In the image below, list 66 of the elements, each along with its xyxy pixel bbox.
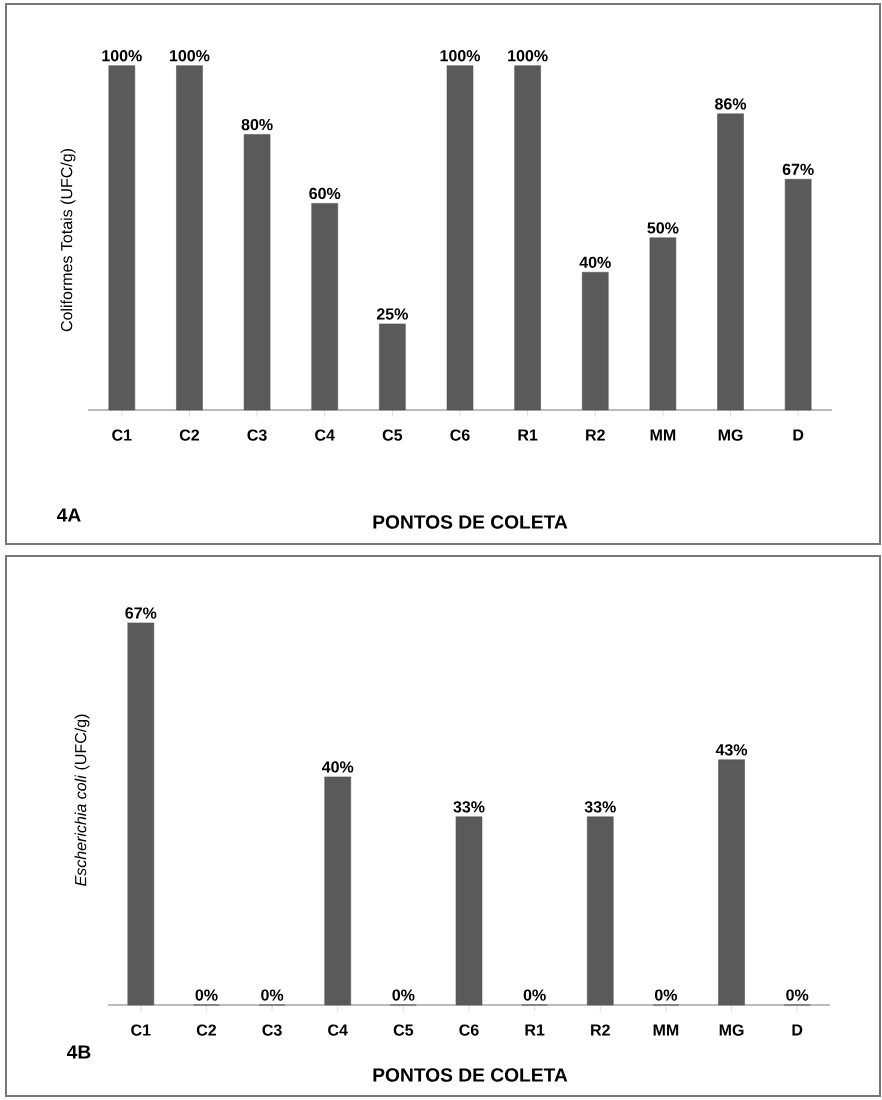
- bar: [379, 323, 406, 411]
- bar: [455, 816, 483, 1006]
- data-label: 50%: [647, 222, 679, 234]
- x-axis-title: PONTOS DE COLETA: [373, 1068, 568, 1082]
- bar: [649, 237, 677, 411]
- x-tick-label: C2: [196, 1024, 217, 1036]
- data-label: 33%: [584, 801, 616, 813]
- data-label: 0%: [523, 989, 546, 1001]
- x-tick-label: C3: [262, 1024, 282, 1036]
- bar: [127, 622, 155, 1006]
- bar: [324, 776, 351, 1006]
- x-tick-label: C4: [315, 429, 335, 441]
- x-tick-label: C4: [328, 1024, 348, 1036]
- data-label: 100%: [102, 50, 142, 62]
- x-tick-label: R2: [586, 429, 605, 441]
- data-label: 100%: [508, 50, 548, 62]
- bar: [311, 203, 338, 411]
- x-tick-label: C5: [382, 429, 403, 441]
- data-label: 0%: [654, 989, 678, 1001]
- x-axis-title: PONTOS DE COLETA: [373, 515, 568, 529]
- x-tick-label: C6: [459, 1024, 479, 1036]
- bar: [243, 134, 271, 411]
- x-tick-label: MG: [718, 429, 743, 441]
- bar: [718, 759, 745, 1006]
- y-axis-title: Escherichia coli (UFC/g): [74, 714, 90, 886]
- data-label: 0%: [392, 989, 415, 1001]
- x-tick-label: C2: [179, 429, 200, 441]
- y-axis-title: Coliformes Totais (UFC/g): [60, 149, 76, 332]
- data-label: 0%: [786, 989, 809, 1001]
- data-label: 33%: [453, 801, 485, 813]
- x-tick-label: R2: [591, 1024, 610, 1036]
- data-label: 0%: [261, 989, 284, 1001]
- x-tick-label: C5: [393, 1024, 414, 1036]
- data-label: 40%: [579, 256, 611, 268]
- bar: [784, 179, 812, 411]
- bar: [176, 65, 203, 411]
- data-label: 43%: [715, 744, 748, 756]
- data-label: 60%: [309, 187, 341, 200]
- data-label: 67%: [782, 163, 814, 176]
- data-label: 80%: [241, 118, 273, 131]
- x-tick-label: D: [793, 429, 804, 441]
- x-tick-label: MM: [653, 1024, 679, 1036]
- x-tick-label: MG: [719, 1024, 744, 1036]
- data-label: 40%: [321, 761, 354, 773]
- x-tick-label: R1: [525, 1024, 545, 1036]
- x-tick-label: R1: [518, 429, 538, 441]
- x-tick-label: C1: [112, 429, 132, 441]
- data-label: 67%: [125, 607, 157, 619]
- text: 4B: [67, 1045, 91, 1059]
- x-tick-label: D: [792, 1024, 803, 1036]
- x-tick-label: C3: [247, 429, 267, 441]
- text: 4A: [57, 508, 81, 522]
- bar: [587, 816, 614, 1006]
- data-label: 0%: [195, 989, 218, 1001]
- bar: [108, 65, 136, 411]
- data-label: 25%: [376, 308, 408, 320]
- data-label: 100%: [170, 50, 210, 62]
- bar: [446, 65, 474, 411]
- bar: [717, 113, 744, 411]
- x-tick-label: C6: [450, 429, 470, 441]
- data-label: 86%: [715, 98, 747, 110]
- bar: [582, 271, 609, 411]
- x-tick-label: C1: [131, 1024, 151, 1036]
- bar: [514, 65, 541, 411]
- x-tick-label: MM: [650, 429, 676, 441]
- data-label: 100%: [440, 50, 481, 62]
